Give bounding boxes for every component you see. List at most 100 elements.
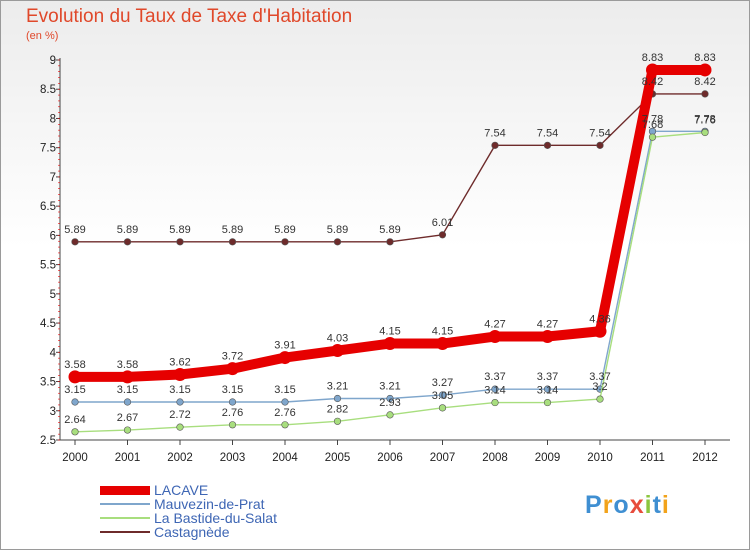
- data-point-castagnede: [386, 238, 394, 246]
- data-label-castagnede: 7.54: [537, 127, 558, 139]
- data-point-lacave: [698, 63, 712, 77]
- x-tick-label: 2004: [272, 452, 298, 464]
- logo-letter: P: [585, 491, 603, 519]
- data-label-la-bastide-du-salat: 2.76: [222, 407, 243, 419]
- data-point-castagnede: [543, 141, 552, 149]
- legend-swatch-mauvezin: [100, 503, 150, 505]
- y-tick-label: 9: [50, 55, 56, 67]
- data-point-castagnede: [438, 231, 447, 239]
- data-label-lacave: 3.58: [64, 359, 85, 371]
- x-tick-label: 2012: [692, 452, 718, 464]
- data-point-la-bastide-du-salat: [333, 417, 342, 425]
- legend-swatch-la-bastide: [100, 517, 150, 519]
- data-label-la-bastide-du-salat: 2.72: [169, 409, 190, 421]
- data-label-la-bastide-du-salat: 7.76: [694, 114, 715, 126]
- data-label-la-bastide-du-salat: 7.68: [642, 119, 663, 131]
- logo-letter: r: [602, 491, 614, 519]
- x-tick-label: 2010: [587, 452, 613, 464]
- data-point-mauvezin-de-prat: [333, 394, 342, 403]
- data-label-lacave: 4.03: [327, 333, 348, 345]
- data-point-castagnede: [176, 238, 184, 246]
- data-point-la-bastide-du-salat: [281, 421, 289, 429]
- data-label-mauvezin-de-prat: 7.78: [694, 113, 715, 125]
- data-point-castagnede: [701, 90, 709, 98]
- legend-item-la-bastide: La Bastide-du-Salat: [100, 511, 277, 525]
- data-label-la-bastide-du-salat: 3.14: [537, 385, 558, 397]
- data-labels-layer: 3.58 3.58 3.62 3.72 3.91 4.03 4.15 4.15 4.27 4.27…: [64, 52, 715, 426]
- y-tick-label: 4.5: [40, 318, 56, 330]
- data-point-castagnede: [71, 238, 79, 246]
- legend-label-la-bastide: La Bastide-du-Salat: [154, 510, 277, 526]
- data-label-la-bastide-du-salat: 3.14: [484, 385, 505, 397]
- data-label-mauvezin-de-prat: 3.15: [274, 384, 295, 396]
- x-tick-label: 2000: [62, 452, 88, 464]
- data-point-lacave: [121, 370, 134, 384]
- y-tick-label: 5: [50, 289, 56, 301]
- data-point-lacave: [383, 337, 397, 351]
- x-tick-label: 2008: [482, 452, 508, 464]
- data-label-la-bastide-du-salat: 2.82: [327, 403, 348, 415]
- data-point-castagnede: [596, 141, 604, 149]
- data-point-la-bastide-du-salat: [176, 423, 184, 431]
- data-label-lacave: 4.27: [537, 319, 558, 331]
- logo-letter: x: [629, 491, 645, 519]
- data-point-la-bastide-du-salat: [648, 133, 657, 141]
- x-tick-label: 2009: [535, 452, 561, 464]
- data-label-mauvezin-de-prat: 3.27: [432, 377, 453, 389]
- data-label-lacave: 3.72: [222, 351, 243, 363]
- data-point-la-bastide-du-salat: [123, 426, 132, 434]
- logo-letter: o: [613, 491, 630, 519]
- series-layer: [68, 63, 712, 436]
- data-label-mauvezin-de-prat: 3.21: [327, 380, 348, 392]
- data-label-mauvezin-de-prat: 3.37: [484, 371, 505, 383]
- data-label-mauvezin-de-prat: 3.15: [169, 384, 190, 396]
- data-point-lacave: [173, 368, 187, 382]
- data-point-mauvezin-de-prat: [71, 398, 79, 406]
- legend-item-castagnede: Castagnède: [100, 525, 277, 539]
- data-label-lacave: 4.15: [432, 326, 453, 338]
- data-label-lacave: 4.15: [379, 326, 400, 338]
- logo-letter: t: [652, 491, 662, 519]
- data-label-castagnede: 7.54: [484, 127, 505, 139]
- data-point-lacave: [541, 330, 554, 344]
- data-point-castagnede: [491, 141, 499, 149]
- data-label-la-bastide-du-salat: 3.2: [592, 381, 607, 393]
- data-point-la-bastide-du-salat: [438, 404, 447, 412]
- data-point-castagnede: [281, 238, 289, 246]
- x-tick-label: 2006: [377, 452, 403, 464]
- data-point-la-bastide-du-salat: [543, 398, 552, 407]
- chart-title: Evolution du Taux de Taxe d'Habitation: [26, 6, 353, 27]
- legend-swatch-lacave: [100, 485, 150, 495]
- data-label-mauvezin-de-prat: 3.15: [117, 384, 138, 396]
- data-point-lacave: [226, 362, 239, 376]
- x-tick-label: 2011: [640, 452, 665, 464]
- data-label-mauvezin-de-prat: 7.78: [642, 113, 663, 125]
- data-label-castagnede: 5.89: [274, 224, 295, 236]
- legend-item-lacave: LACAVE: [100, 483, 277, 497]
- data-label-castagnede: 5.89: [379, 224, 400, 236]
- data-point-lacave: [488, 330, 502, 344]
- legend-swatch-castagnede: [100, 531, 150, 533]
- data-label-mauvezin-de-prat: 3.37: [589, 371, 610, 383]
- x-tick-label: 2001: [115, 452, 141, 464]
- y-tick-label: 3.5: [40, 377, 56, 389]
- y-tick-label: 6.5: [40, 201, 56, 213]
- data-label-mauvezin-de-prat: 3.21: [379, 380, 400, 392]
- data-label-lacave: 8.83: [642, 52, 663, 64]
- y-tick-label: 6: [50, 230, 56, 242]
- data-label-castagnede: 5.89: [117, 224, 138, 236]
- y-tick-label: 3: [50, 406, 56, 418]
- data-point-la-bastide-du-salat: [596, 395, 604, 403]
- data-label-mauvezin-de-prat: 3.37: [537, 371, 558, 383]
- data-point-castagnede: [333, 238, 342, 246]
- data-point-mauvezin-de-prat: [386, 394, 394, 403]
- data-label-la-bastide-du-salat: 2.93: [379, 397, 400, 409]
- x-tick-label: 2005: [325, 452, 351, 464]
- legend-label-castagnede: Castagnède: [154, 524, 230, 540]
- data-point-lacave: [331, 344, 344, 358]
- data-point-mauvezin-de-prat: [543, 385, 552, 393]
- data-label-lacave: 8.83: [694, 52, 715, 64]
- legend-item-mauvezin: Mauvezin-de-Prat: [100, 497, 277, 511]
- legend-label-mauvezin: Mauvezin-de-Prat: [154, 496, 265, 512]
